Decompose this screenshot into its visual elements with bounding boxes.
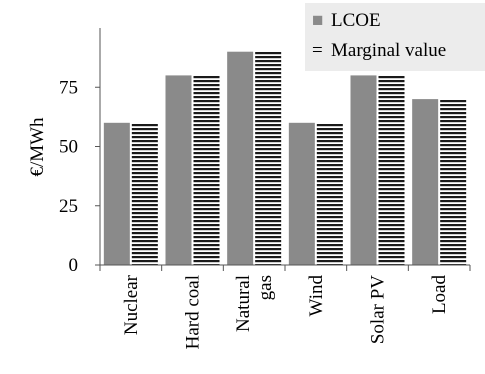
legend-symbol-lcoe: ■ — [312, 10, 323, 31]
bar-marginal-value — [440, 99, 467, 265]
legend-label-marginal-value: Marginal value — [331, 40, 446, 61]
legend: ■ LCOE = Marginal value — [305, 3, 485, 71]
bar-lcoe — [103, 122, 130, 265]
y-tick-label: 0 — [69, 255, 79, 276]
bar-lcoe — [227, 51, 254, 266]
x-category-label: Nuclear — [121, 274, 142, 335]
x-category-label: Wind — [306, 275, 327, 317]
y-tick-label: 25 — [59, 196, 78, 217]
bar-marginal-value — [316, 122, 343, 265]
x-category-label: Hard coal — [183, 275, 204, 349]
y-tick-label: 75 — [59, 77, 78, 98]
x-axis: Nuclear Hard coal Natural gas Wind Solar PV Lo… — [99, 264, 471, 349]
y-axis: 0 25 50 75 — [59, 28, 101, 276]
legend-background — [305, 3, 485, 71]
bar-marginal-value — [193, 75, 220, 266]
bar-lcoe — [412, 99, 439, 265]
legend-symbol-marginal-value: = — [312, 40, 323, 61]
bar-lcoe — [288, 122, 315, 265]
legend-label-lcoe: LCOE — [331, 10, 381, 31]
bar-marginal-value — [255, 51, 282, 266]
bar-lcoe — [350, 75, 377, 266]
y-tick-label: 50 — [59, 137, 78, 158]
x-category-label: Natural — [233, 275, 254, 332]
x-category-label: Solar PV — [368, 275, 389, 344]
bar-marginal-value — [378, 75, 405, 266]
bars-group — [103, 51, 467, 266]
bar-marginal-value — [131, 122, 158, 265]
y-axis-title: €/MWh — [27, 117, 48, 177]
bar-lcoe — [165, 75, 192, 266]
x-category-label: Load — [429, 275, 450, 315]
x-category-label: gas — [255, 275, 276, 300]
